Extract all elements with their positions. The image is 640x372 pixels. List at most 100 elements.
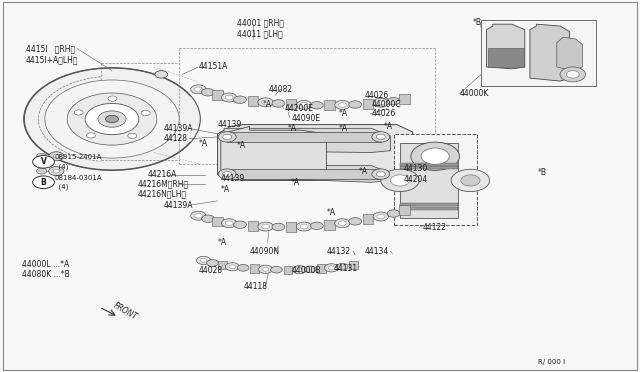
Polygon shape: [557, 37, 582, 71]
Bar: [481, 20, 596, 86]
Bar: [324, 220, 335, 230]
Bar: [400, 166, 458, 169]
Text: (4): (4): [54, 183, 68, 190]
Circle shape: [349, 218, 362, 225]
Circle shape: [98, 111, 126, 127]
Circle shape: [339, 103, 346, 107]
Text: 44000B: 44000B: [291, 266, 321, 275]
Circle shape: [377, 214, 385, 219]
Text: 44000C: 44000C: [371, 100, 401, 109]
Bar: [399, 205, 410, 215]
Text: 44028: 44028: [198, 266, 223, 275]
Circle shape: [24, 68, 200, 170]
Bar: [400, 143, 458, 218]
Text: *A: *A: [221, 185, 230, 194]
Circle shape: [53, 169, 60, 173]
Circle shape: [461, 175, 480, 186]
Bar: [248, 221, 258, 231]
Text: 4415l   〈RH〉: 4415l 〈RH〉: [26, 44, 75, 53]
Circle shape: [237, 264, 249, 271]
Circle shape: [218, 169, 236, 179]
Circle shape: [221, 219, 237, 228]
Circle shape: [36, 153, 47, 159]
Text: 44090E: 44090E: [291, 114, 321, 123]
Text: 44080K ...*B: 44080K ...*B: [22, 270, 70, 279]
Text: 44139: 44139: [221, 174, 245, 183]
Circle shape: [49, 152, 64, 161]
Circle shape: [377, 100, 385, 105]
Text: *A: *A: [339, 124, 348, 133]
Bar: [400, 203, 458, 206]
Text: 44118: 44118: [243, 282, 268, 291]
Text: *B: *B: [472, 18, 481, 27]
Bar: [227, 132, 381, 142]
Circle shape: [300, 103, 308, 107]
Circle shape: [349, 101, 362, 108]
Text: *A: *A: [339, 109, 348, 118]
Circle shape: [335, 100, 350, 109]
Circle shape: [155, 71, 168, 78]
Circle shape: [328, 266, 335, 270]
Text: (4): (4): [54, 163, 68, 170]
Bar: [250, 264, 259, 273]
Text: *A: *A: [384, 122, 393, 131]
Circle shape: [292, 266, 307, 274]
Text: *B: *B: [538, 169, 547, 177]
Circle shape: [36, 168, 47, 174]
Bar: [212, 217, 223, 226]
Polygon shape: [530, 24, 570, 81]
Bar: [227, 169, 381, 179]
Text: 44134: 44134: [365, 247, 389, 256]
Circle shape: [195, 87, 202, 92]
Text: 4415l+A〈LH〉: 4415l+A〈LH〉: [26, 55, 78, 64]
Circle shape: [234, 96, 246, 103]
Bar: [317, 264, 326, 273]
Polygon shape: [221, 126, 326, 179]
Text: 44130: 44130: [403, 164, 428, 173]
Circle shape: [108, 96, 117, 101]
Bar: [248, 96, 258, 106]
Circle shape: [310, 222, 323, 230]
Circle shape: [262, 267, 269, 271]
Circle shape: [373, 98, 388, 107]
Circle shape: [207, 260, 218, 266]
Text: 44216A: 44216A: [147, 170, 177, 179]
Text: *A: *A: [326, 208, 335, 217]
Bar: [363, 99, 373, 109]
Circle shape: [202, 89, 214, 96]
Bar: [324, 100, 335, 110]
Bar: [286, 99, 296, 109]
Text: *A: *A: [198, 139, 207, 148]
Circle shape: [225, 263, 239, 271]
Bar: [286, 222, 296, 232]
Circle shape: [296, 100, 312, 109]
Polygon shape: [224, 128, 390, 153]
Text: *A: *A: [262, 100, 271, 109]
Text: 44026: 44026: [371, 109, 396, 118]
Text: *A: *A: [237, 141, 246, 150]
Circle shape: [191, 85, 206, 94]
Circle shape: [566, 71, 579, 78]
Circle shape: [74, 110, 83, 115]
Circle shape: [223, 134, 232, 140]
Text: B: B: [41, 178, 46, 187]
Polygon shape: [218, 125, 413, 180]
Bar: [349, 261, 358, 269]
Bar: [488, 48, 524, 67]
Text: 44128: 44128: [163, 134, 187, 143]
Circle shape: [225, 221, 233, 225]
Circle shape: [335, 219, 350, 228]
Text: 44216N〈LH〉: 44216N〈LH〉: [138, 189, 187, 198]
Text: *A: *A: [288, 124, 297, 133]
Circle shape: [234, 221, 246, 228]
Text: 44000K: 44000K: [460, 89, 489, 98]
Circle shape: [272, 100, 285, 107]
Circle shape: [387, 210, 400, 217]
Circle shape: [324, 264, 339, 272]
Bar: [218, 261, 227, 269]
Circle shape: [200, 259, 207, 262]
Circle shape: [106, 115, 118, 123]
Circle shape: [421, 148, 449, 164]
Bar: [363, 214, 373, 224]
Circle shape: [300, 224, 308, 229]
